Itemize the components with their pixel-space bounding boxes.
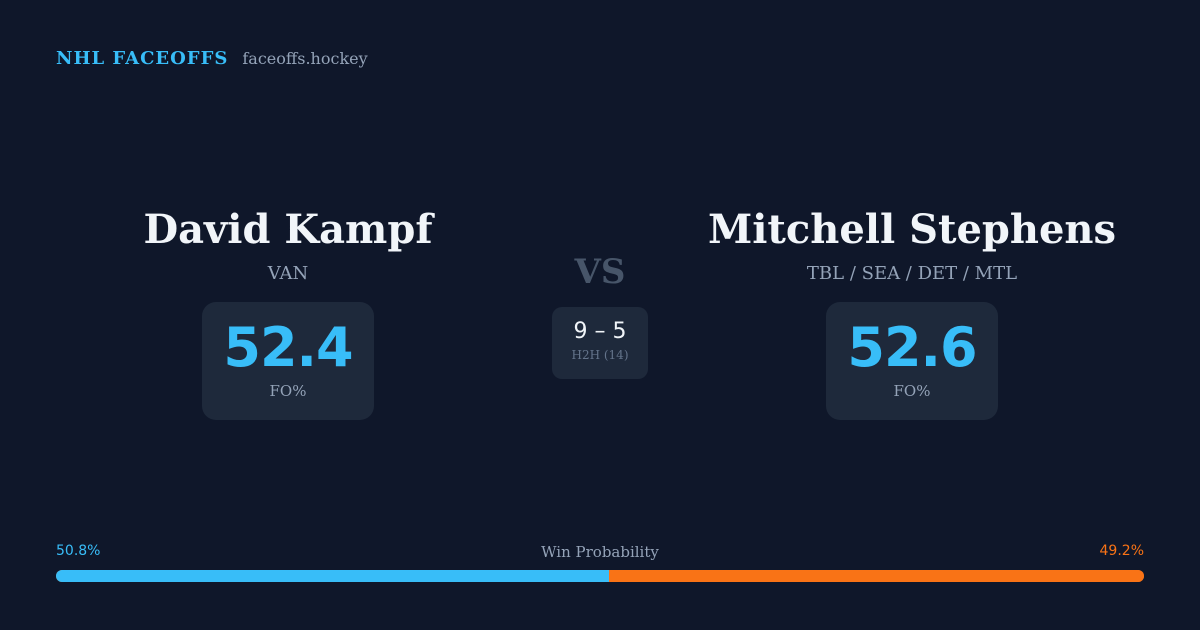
win-probability-bar-left bbox=[56, 570, 609, 582]
player-right-fo-value: 52.6 bbox=[847, 316, 977, 379]
player-right-team: TBL / SEA / DET / MTL bbox=[806, 263, 1018, 284]
win-probability-right: 49.2% bbox=[1099, 543, 1144, 559]
win-probability-bar-right bbox=[608, 570, 1144, 582]
win-probability-left: 50.8% bbox=[56, 543, 101, 559]
h2h-label: H2H (14) bbox=[571, 348, 629, 362]
brand-name: NHL FACEOFFS bbox=[56, 48, 229, 69]
win-probability-labels: 50.8% Win Probability 49.2% bbox=[56, 543, 1144, 563]
brand-site: faceoffs.hockey bbox=[242, 49, 368, 68]
win-probability-bar bbox=[56, 570, 1144, 582]
h2h-score: 9 – 5 bbox=[573, 319, 627, 344]
vs-label: VS bbox=[574, 252, 626, 292]
player-left: David Kampf VAN 52.4 FO% bbox=[38, 204, 538, 420]
player-right-fo-card: 52.6 FO% bbox=[826, 302, 998, 420]
win-probability-title: Win Probability bbox=[541, 543, 659, 561]
player-right: Mitchell Stephens TBL / SEA / DET / MTL … bbox=[662, 204, 1162, 420]
player-right-name: Mitchell Stephens bbox=[707, 206, 1117, 253]
player-left-fo-card: 52.4 FO% bbox=[202, 302, 374, 420]
player-left-team: VAN bbox=[267, 263, 309, 284]
h2h-card: 9 – 5 H2H (14) bbox=[552, 307, 648, 379]
brand: NHL FACEOFFS faceoffs.hockey bbox=[56, 48, 368, 69]
player-left-fo-value: 52.4 bbox=[223, 316, 353, 379]
player-right-fo-label: FO% bbox=[893, 382, 931, 400]
player-left-fo-label: FO% bbox=[269, 382, 307, 400]
player-left-name: David Kampf bbox=[143, 206, 433, 253]
